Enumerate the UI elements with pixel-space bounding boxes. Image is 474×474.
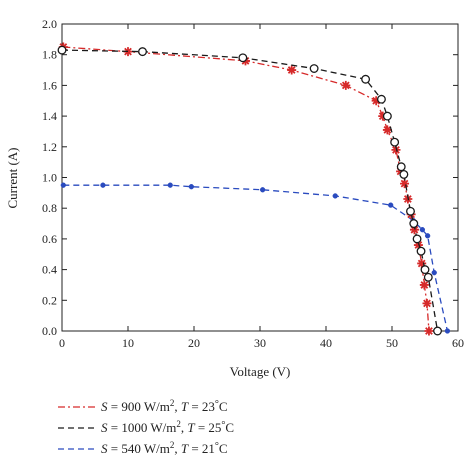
dot-marker: [388, 202, 394, 208]
legend: S = 900 W/m2, T = 23°C S = 1000 W/m2, T =…: [58, 398, 234, 456]
star-marker: [341, 80, 351, 90]
circle-marker: [406, 206, 415, 216]
y-tick-label: 1.2: [42, 140, 57, 154]
x-tick-label: 10: [122, 336, 134, 350]
circle-marker: [57, 45, 67, 55]
x-tick-label: 0: [59, 336, 65, 350]
dot-marker: [60, 182, 66, 188]
y-tick-label: 0.8: [42, 201, 57, 215]
dot-marker: [167, 182, 173, 188]
circle-marker: [382, 111, 392, 121]
circle-marker: [412, 234, 422, 244]
x-tick-label: 40: [320, 336, 332, 350]
series-3: [60, 182, 451, 334]
y-tick-label: 1.4: [42, 109, 57, 123]
dot-marker: [259, 187, 266, 193]
x-axis-title: Voltage (V): [230, 364, 291, 379]
circle-marker: [396, 162, 406, 172]
star-marker: [371, 96, 381, 106]
dot-marker: [188, 184, 195, 190]
circle-marker: [423, 272, 433, 282]
legend-label: S = 1000 W/m2, T = 25°C: [101, 419, 234, 435]
series-line: [61, 49, 439, 332]
star-marker: [123, 47, 133, 57]
y-tick-label: 0.2: [42, 293, 57, 307]
series-2: [57, 45, 442, 336]
circle-marker: [399, 169, 409, 179]
circle-marker: [416, 246, 426, 256]
circle-marker: [390, 137, 400, 147]
legend-item: S = 1000 W/m2, T = 25°C: [58, 419, 234, 435]
series-layer: [57, 42, 451, 336]
star-marker: [396, 166, 406, 176]
legend-label: S = 900 W/m2, T = 23°C: [101, 398, 228, 414]
circle-marker: [433, 326, 442, 336]
dot-marker: [332, 193, 338, 199]
star-marker: [382, 125, 392, 135]
dot-marker: [100, 182, 106, 188]
plot-area: [61, 23, 459, 332]
circle-marker: [420, 265, 430, 275]
circle-marker: [361, 74, 371, 84]
y-tick-label: 0.6: [42, 232, 57, 246]
y-tick-label: 0.4: [42, 263, 57, 277]
star-marker: [391, 145, 401, 155]
circle-marker: [376, 94, 386, 104]
star-marker: [424, 326, 434, 336]
star-marker: [419, 280, 429, 290]
y-tick-label: 1.0: [42, 171, 57, 185]
star-marker: [287, 65, 297, 75]
x-axis: 0 10 20 30 40 50 60: [59, 24, 464, 350]
dot-marker: [431, 270, 437, 276]
y-tick-label: 1.6: [42, 78, 57, 92]
x-tick-label: 60: [452, 336, 464, 350]
star-marker: [400, 179, 410, 189]
y-tick-label: 0.0: [42, 324, 57, 338]
circle-marker: [409, 219, 419, 228]
circle-marker: [138, 47, 147, 57]
legend-label: S = 540 W/m2, T = 21°C: [101, 440, 228, 456]
star-marker: [378, 111, 388, 121]
circle-marker: [238, 53, 248, 63]
y-axis: 0.0 0.2 0.4 0.6 0.8 1.0 1.2 1.4 1.6 1.8 2.0: [42, 17, 458, 338]
legend-item: S = 900 W/m2, T = 23°C: [58, 398, 228, 414]
x-tick-label: 20: [188, 336, 200, 350]
series-line: [63, 184, 449, 332]
star-marker: [409, 225, 419, 235]
dot-marker: [424, 233, 431, 239]
y-tick-label: 1.8: [42, 48, 57, 62]
y-axis-title: Current (A): [5, 147, 20, 208]
circle-marker: [309, 64, 319, 73]
x-tick-label: 50: [386, 336, 398, 350]
star-marker: [417, 258, 427, 268]
dot-marker: [419, 227, 426, 233]
star-marker: [422, 298, 432, 308]
y-tick-label: 2.0: [42, 17, 57, 31]
dot-marker: [444, 328, 451, 334]
legend-item: S = 540 W/m2, T = 21°C: [58, 440, 228, 456]
x-tick-label: 30: [254, 336, 266, 350]
